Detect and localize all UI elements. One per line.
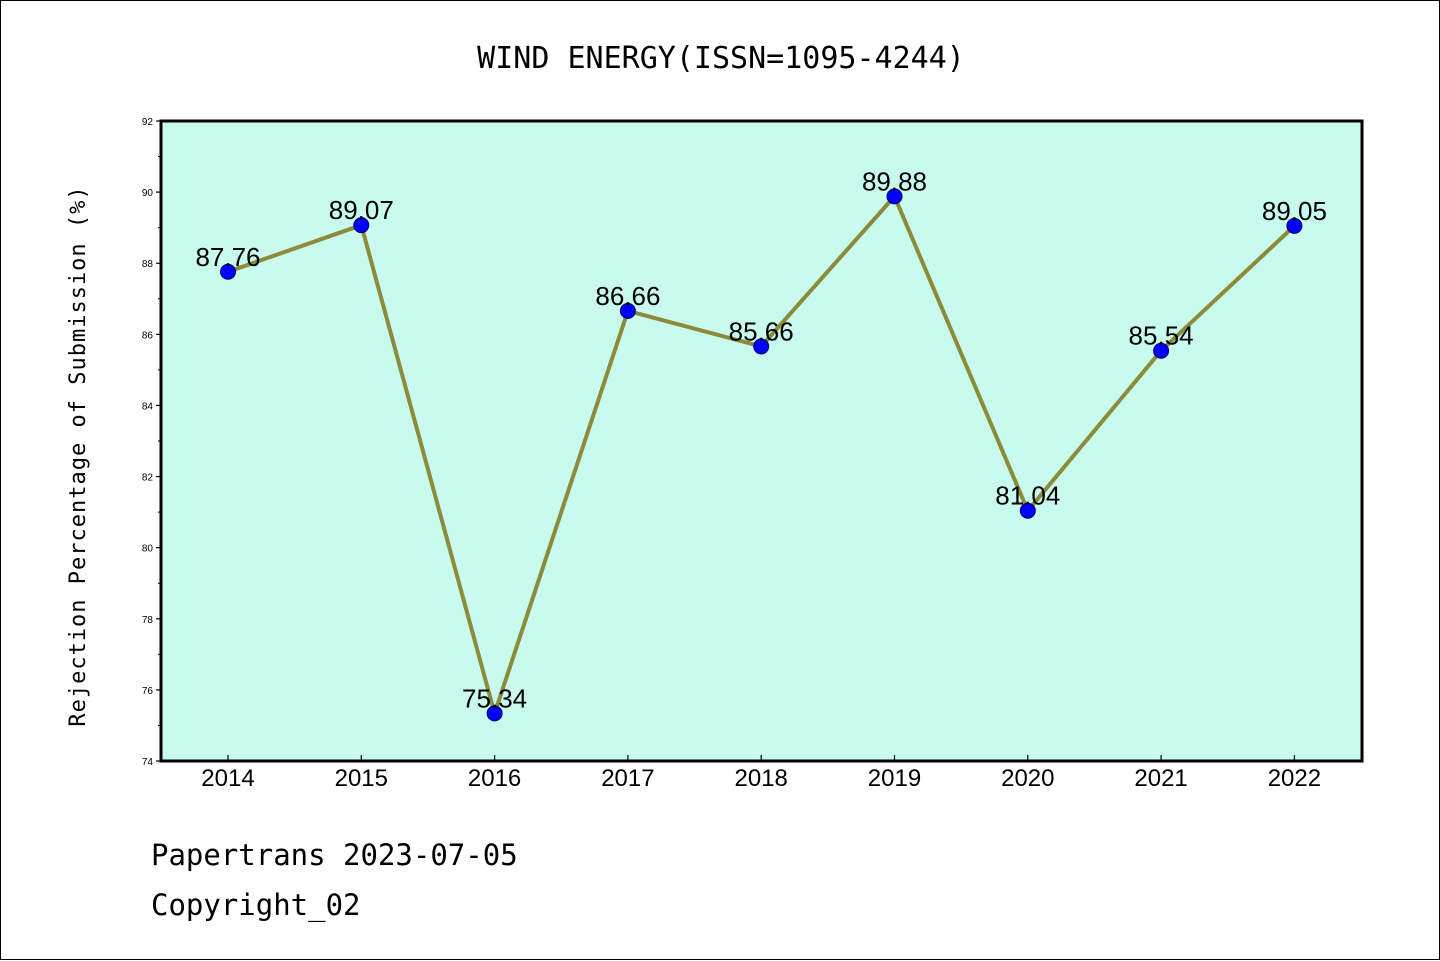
data-label: 86.66 bbox=[595, 281, 660, 311]
data-label: 81.04 bbox=[995, 481, 1060, 511]
x-tick-label: 2014 bbox=[201, 765, 254, 792]
y-axis-label: Rejection Percentage of Submission (%) bbox=[66, 185, 91, 726]
data-point-marker bbox=[753, 338, 770, 355]
y-tick-label: 78 bbox=[142, 615, 154, 626]
y-tick-label: 74 bbox=[142, 757, 154, 768]
data-point-marker bbox=[886, 188, 903, 205]
data-label: 89.07 bbox=[329, 195, 394, 225]
x-tick-label: 2016 bbox=[468, 765, 521, 792]
data-point-marker bbox=[1153, 342, 1170, 359]
data-label: 85.66 bbox=[729, 316, 794, 346]
footer-source: Papertrans 2023-07-05 bbox=[151, 838, 518, 872]
x-tick-label: 2015 bbox=[335, 765, 388, 792]
data-point-marker bbox=[619, 302, 636, 319]
data-label: 87.76 bbox=[195, 242, 260, 272]
x-tick-label: 2021 bbox=[1134, 765, 1187, 792]
data-point-marker bbox=[1019, 502, 1036, 519]
y-tick-label: 84 bbox=[142, 401, 154, 412]
data-point-marker bbox=[353, 217, 370, 234]
x-tick-label: 2019 bbox=[868, 765, 921, 792]
chart-title: WIND ENERGY(ISSN=1095-4244) bbox=[477, 41, 965, 76]
data-point-marker bbox=[1286, 217, 1303, 234]
y-tick-label: 92 bbox=[142, 117, 154, 128]
x-tick-label: 2022 bbox=[1268, 765, 1321, 792]
y-tick-label: 80 bbox=[142, 544, 154, 555]
y-tick-label: 76 bbox=[142, 686, 154, 697]
y-tick-label: 88 bbox=[142, 259, 154, 270]
data-label: 89.05 bbox=[1262, 196, 1327, 226]
series-group: 87.76 89.07 75.34 86.66 85.66 89.88 81.04 85.54… bbox=[195, 166, 1327, 722]
y-tick-label: 90 bbox=[142, 188, 154, 199]
footer-copyright: Copyright_02 bbox=[151, 888, 361, 923]
data-point-marker bbox=[486, 705, 503, 722]
x-tick-label: 2017 bbox=[601, 765, 654, 792]
data-label: 89.88 bbox=[862, 166, 927, 196]
y-axis: 74 76 78 80 82 84 86 88 90 92 bbox=[142, 117, 161, 768]
x-tick-label: 2020 bbox=[1001, 765, 1054, 792]
data-label: 85.54 bbox=[1129, 321, 1194, 351]
x-tick-label: 2018 bbox=[735, 765, 788, 792]
y-tick-label: 86 bbox=[142, 330, 154, 341]
y-tick-label: 82 bbox=[142, 473, 154, 484]
data-point-marker bbox=[220, 263, 236, 280]
data-label: 75.34 bbox=[462, 683, 527, 713]
x-axis: 2014 2015 2016 2017 2018 2019 2020 2021 2022 bbox=[201, 755, 1321, 792]
